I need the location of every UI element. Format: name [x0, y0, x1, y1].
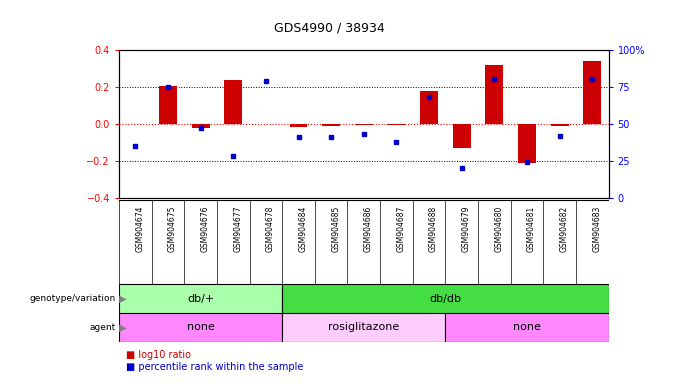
- Text: GSM904682: GSM904682: [560, 205, 568, 252]
- Text: db/db: db/db: [429, 293, 462, 304]
- Bar: [445, 313, 609, 342]
- Text: db/+: db/+: [187, 293, 214, 304]
- Text: GSM904687: GSM904687: [396, 205, 405, 252]
- Bar: [290, 124, 307, 127]
- Bar: [192, 124, 209, 127]
- Text: GSM904675: GSM904675: [168, 205, 177, 252]
- Bar: [159, 86, 177, 124]
- Bar: [486, 65, 503, 124]
- Bar: [282, 284, 609, 313]
- Bar: [583, 61, 601, 124]
- Bar: [119, 313, 282, 342]
- Text: GSM904686: GSM904686: [364, 205, 373, 252]
- Text: none: none: [513, 322, 541, 333]
- Text: ■ percentile rank within the sample: ■ percentile rank within the sample: [126, 362, 303, 372]
- Text: genotype/variation: genotype/variation: [29, 294, 116, 303]
- Bar: [420, 91, 438, 124]
- Text: GSM904679: GSM904679: [462, 205, 471, 252]
- Text: GSM904681: GSM904681: [527, 205, 536, 252]
- Text: GSM904676: GSM904676: [201, 205, 209, 252]
- Text: GDS4990 / 38934: GDS4990 / 38934: [275, 22, 385, 35]
- Bar: [322, 124, 340, 126]
- Text: GSM904680: GSM904680: [494, 205, 503, 252]
- Text: none: none: [187, 322, 214, 333]
- Bar: [224, 80, 242, 124]
- Bar: [388, 124, 405, 125]
- Text: ▶: ▶: [116, 322, 126, 333]
- Text: GSM904685: GSM904685: [331, 205, 340, 252]
- Bar: [282, 313, 445, 342]
- Text: ■ log10 ratio: ■ log10 ratio: [126, 350, 191, 360]
- Bar: [453, 124, 471, 148]
- Text: agent: agent: [89, 323, 116, 332]
- Text: rosiglitazone: rosiglitazone: [328, 322, 399, 333]
- Text: GSM904677: GSM904677: [233, 205, 242, 252]
- Text: GSM904674: GSM904674: [135, 205, 144, 252]
- Bar: [355, 124, 373, 125]
- Text: ▶: ▶: [116, 293, 126, 304]
- Bar: [551, 124, 568, 126]
- Text: GSM904678: GSM904678: [266, 205, 275, 252]
- Text: GSM904684: GSM904684: [299, 205, 307, 252]
- Text: GSM904683: GSM904683: [592, 205, 601, 252]
- Bar: [518, 124, 536, 163]
- Bar: [119, 284, 282, 313]
- Text: GSM904688: GSM904688: [429, 205, 438, 252]
